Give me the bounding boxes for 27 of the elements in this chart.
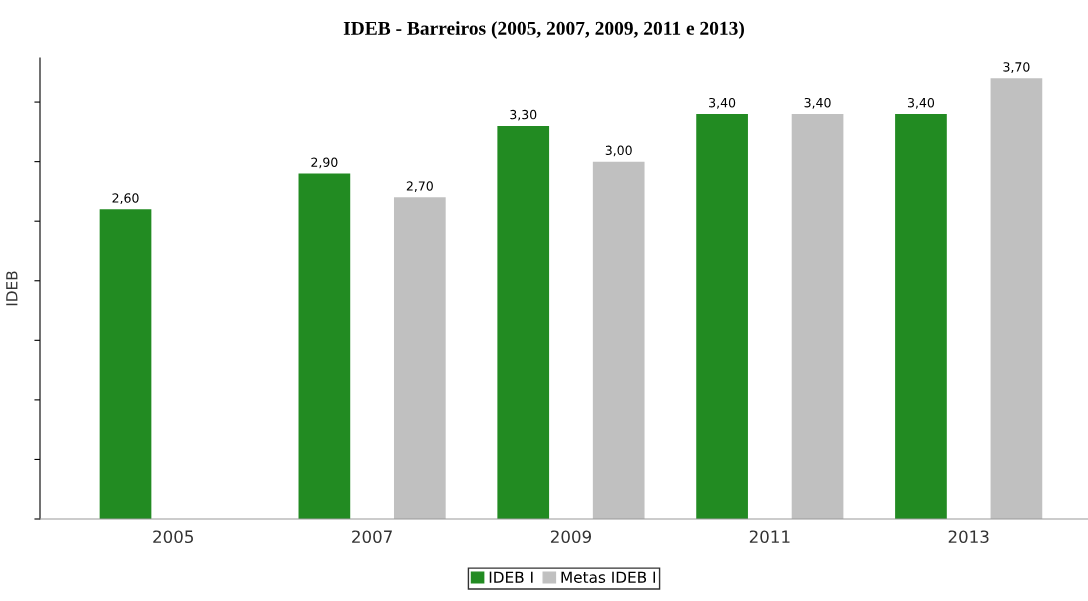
bar	[497, 125, 550, 519]
data-label: 3,40	[709, 97, 736, 109]
x-tick-label: 2013	[948, 530, 989, 544]
data-label: 3,00	[605, 145, 632, 157]
x-tick-label: 2007	[352, 530, 392, 544]
chart-title: IDEB - Barreiros (2005, 2007, 2009, 2011 e 2013)	[343, 21, 744, 39]
data-label: 2,90	[311, 157, 338, 169]
bar	[99, 209, 152, 519]
bar	[791, 113, 844, 519]
x-tick-label: 2005	[153, 530, 193, 544]
data-label: 3,40	[804, 97, 831, 109]
bar	[298, 173, 351, 519]
data-label: 3,70	[1003, 62, 1030, 73]
data-label: 3,40	[907, 97, 935, 109]
bar	[592, 161, 645, 519]
bar	[696, 113, 748, 519]
bar	[393, 197, 446, 519]
bar	[990, 78, 1043, 519]
bar	[895, 113, 947, 519]
x-tick-label: 2011	[749, 530, 790, 544]
legend-label: IDEB I	[489, 571, 533, 583]
y-axis-title: IDEB	[6, 271, 18, 306]
data-label: 2,60	[112, 193, 139, 204]
data-label: 3,30	[510, 109, 537, 121]
x-tick-label: 2009	[550, 530, 591, 544]
legend-label: Metas IDEB I	[561, 571, 656, 584]
data-label: 2,70	[406, 181, 433, 193]
